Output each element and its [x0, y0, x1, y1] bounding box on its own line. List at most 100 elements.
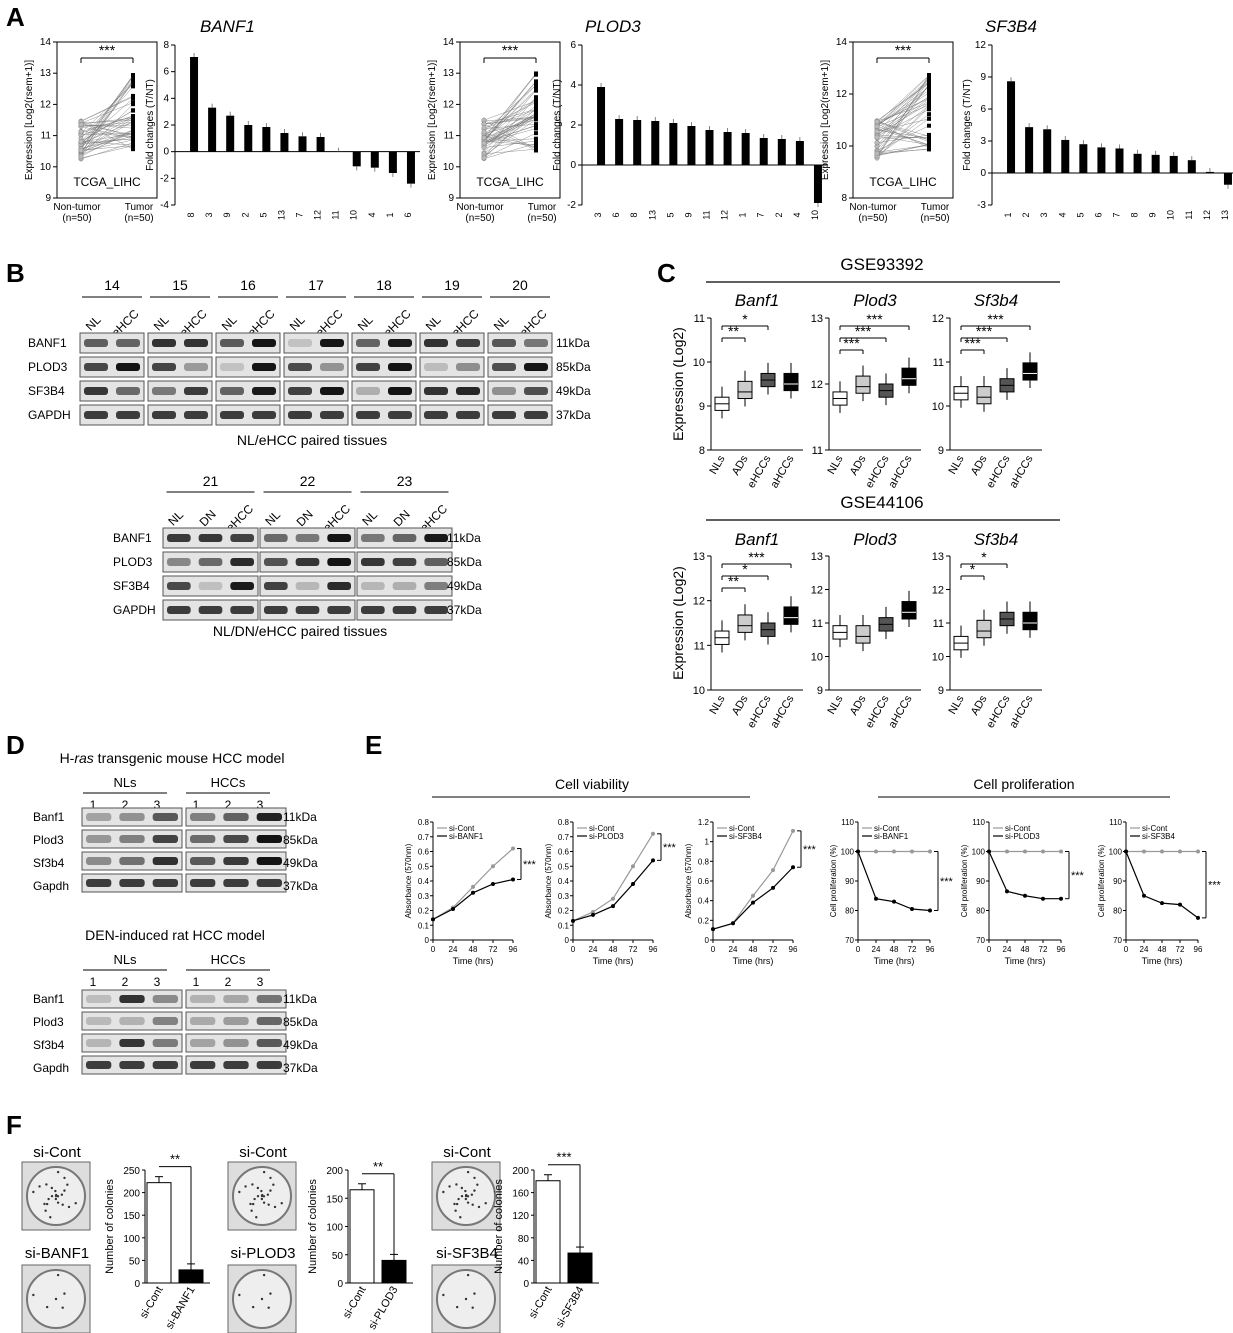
y-tick-label: 13 [40, 68, 52, 79]
pairing-line [483, 125, 537, 142]
x-tick-label: 0 [431, 945, 436, 954]
x-tick-label: 8 [629, 212, 639, 217]
colony-dot [38, 1185, 41, 1188]
lane-number: 3 [154, 975, 161, 989]
x-tick-label: 72 [489, 945, 498, 954]
pairing-line [876, 78, 930, 126]
blot-strip [147, 404, 213, 426]
colony-dot [256, 1194, 260, 1198]
x-tick-label: 2 [774, 212, 784, 217]
blot-strip [283, 332, 349, 354]
western-band [288, 387, 312, 395]
western-band [86, 1017, 112, 1025]
y-tick-label: 10 [693, 357, 705, 369]
control-point [1041, 849, 1045, 854]
pairing-line [80, 133, 134, 143]
western-band [184, 411, 208, 419]
western-band [392, 558, 417, 566]
pairing-line [876, 86, 930, 137]
x-tick-label: (n=50) [858, 213, 887, 224]
non-tumor-point [481, 145, 487, 151]
colony-bar [349, 1189, 375, 1284]
y-tick-label: 9 [45, 193, 51, 204]
mw-label: 11kDa [283, 810, 317, 824]
western-band [184, 387, 208, 395]
protein-label: SF3B4 [28, 384, 65, 398]
x-tick-label: Tumor [921, 202, 950, 213]
model-title: DEN-induced rat HCC model [85, 927, 265, 943]
x-tick-label: 0 [571, 945, 576, 954]
western-band [152, 879, 178, 887]
tumor-point [927, 74, 931, 79]
knockdown-point [892, 899, 896, 904]
blot-strip [79, 380, 145, 402]
colony-dot [262, 1273, 266, 1277]
lane-number: 1 [90, 798, 97, 812]
western-band [116, 339, 140, 347]
tumor-point [927, 134, 931, 139]
western-band [524, 339, 548, 347]
gene-title: Plod3 [853, 291, 897, 310]
control-point [910, 849, 914, 854]
colony-dot [249, 1202, 252, 1206]
y-tick-label: 0 [337, 1279, 343, 1290]
colony-bar [535, 1180, 561, 1284]
colony-dot [262, 1195, 266, 1198]
fc-bar [633, 120, 642, 165]
blot-strip [487, 332, 553, 354]
colony-dot [466, 1170, 470, 1174]
fc-bar [1097, 147, 1106, 173]
x-tick-label: aHCCs [1007, 693, 1035, 730]
y-tick-label: 11 [812, 618, 823, 630]
mw-label: 85kDa [556, 360, 591, 374]
mw-label: 85kDa [283, 1015, 318, 1029]
lane-number: 2 [122, 975, 129, 989]
colony-dot [453, 1202, 456, 1206]
pairing-line [80, 145, 134, 159]
y-tick-label: -2 [567, 200, 576, 211]
mw-label: 37kDa [283, 1061, 318, 1075]
blot-strip [79, 332, 145, 354]
dataset-title: GSE93392 [840, 255, 923, 274]
y-tick-label: 8 [841, 193, 847, 204]
control-point [651, 831, 655, 836]
pairing-line [80, 104, 134, 157]
pairing-line [483, 99, 537, 135]
x-tick-label: 7 [295, 212, 305, 217]
knockdown-series-line [572, 859, 654, 922]
fc-bar [813, 165, 822, 203]
fc-bar [795, 141, 804, 165]
blot-strip [147, 356, 213, 378]
non-tumor-point [78, 147, 84, 153]
x-tick-label: 96 [1194, 945, 1203, 954]
control-point [1059, 849, 1063, 854]
lane-label: NL [355, 313, 376, 334]
x-axis-label: Time (hrs) [593, 956, 634, 966]
box-plot-box [737, 614, 753, 633]
western-band [119, 835, 145, 843]
western-band [230, 582, 254, 590]
y-tick-label: 0.4 [418, 877, 430, 886]
y-axis-label: Cell proliferation (%) [960, 844, 969, 917]
western-band [356, 363, 380, 371]
western-band [264, 582, 288, 590]
gene-title: Banf1 [735, 291, 779, 310]
control-point [1023, 849, 1027, 854]
y-tick-label: 50 [332, 1251, 344, 1262]
tumor-point [534, 131, 538, 136]
western-band [256, 995, 282, 1003]
x-tick-label: 72 [629, 945, 638, 954]
blot-strip [351, 356, 417, 378]
lane-label: NL [359, 508, 380, 529]
dataset-label: TCGA_LIHC [869, 175, 937, 189]
western-band [256, 813, 282, 821]
pairing-line [483, 113, 537, 143]
y-tick-label: 12 [975, 40, 987, 51]
pairing-line [483, 116, 537, 125]
y-axis-label: Fold changes (T/NT) [552, 79, 563, 171]
colony-bar [567, 1252, 593, 1284]
y-tick-label: 1.2 [698, 818, 710, 827]
fc-bar [1151, 154, 1160, 173]
control-point [611, 896, 615, 901]
western-band [356, 387, 380, 395]
